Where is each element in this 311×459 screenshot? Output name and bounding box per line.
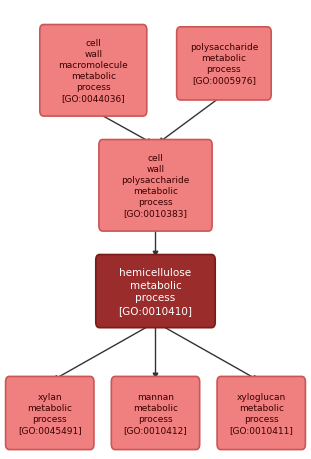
Text: hemicellulose
metabolic
process
[GO:0010410]: hemicellulose metabolic process [GO:0010… xyxy=(118,268,193,315)
Text: polysaccharide
metabolic
process
[GO:0005976]: polysaccharide metabolic process [GO:000… xyxy=(190,43,258,85)
FancyBboxPatch shape xyxy=(177,28,271,101)
Text: cell
wall
macromolecule
metabolic
process
[GO:0044036]: cell wall macromolecule metabolic proces… xyxy=(58,39,128,103)
Text: xylan
metabolic
process
[GO:0045491]: xylan metabolic process [GO:0045491] xyxy=(18,392,81,434)
FancyBboxPatch shape xyxy=(99,140,212,231)
Text: xyloglucan
metabolic
process
[GO:0010411]: xyloglucan metabolic process [GO:0010411… xyxy=(229,392,293,434)
FancyBboxPatch shape xyxy=(96,255,215,328)
FancyBboxPatch shape xyxy=(6,376,94,450)
FancyBboxPatch shape xyxy=(217,376,305,450)
Text: mannan
metabolic
process
[GO:0010412]: mannan metabolic process [GO:0010412] xyxy=(124,392,187,434)
FancyBboxPatch shape xyxy=(111,376,200,450)
Text: cell
wall
polysaccharide
metabolic
process
[GO:0010383]: cell wall polysaccharide metabolic proce… xyxy=(121,154,190,218)
FancyBboxPatch shape xyxy=(40,25,147,117)
